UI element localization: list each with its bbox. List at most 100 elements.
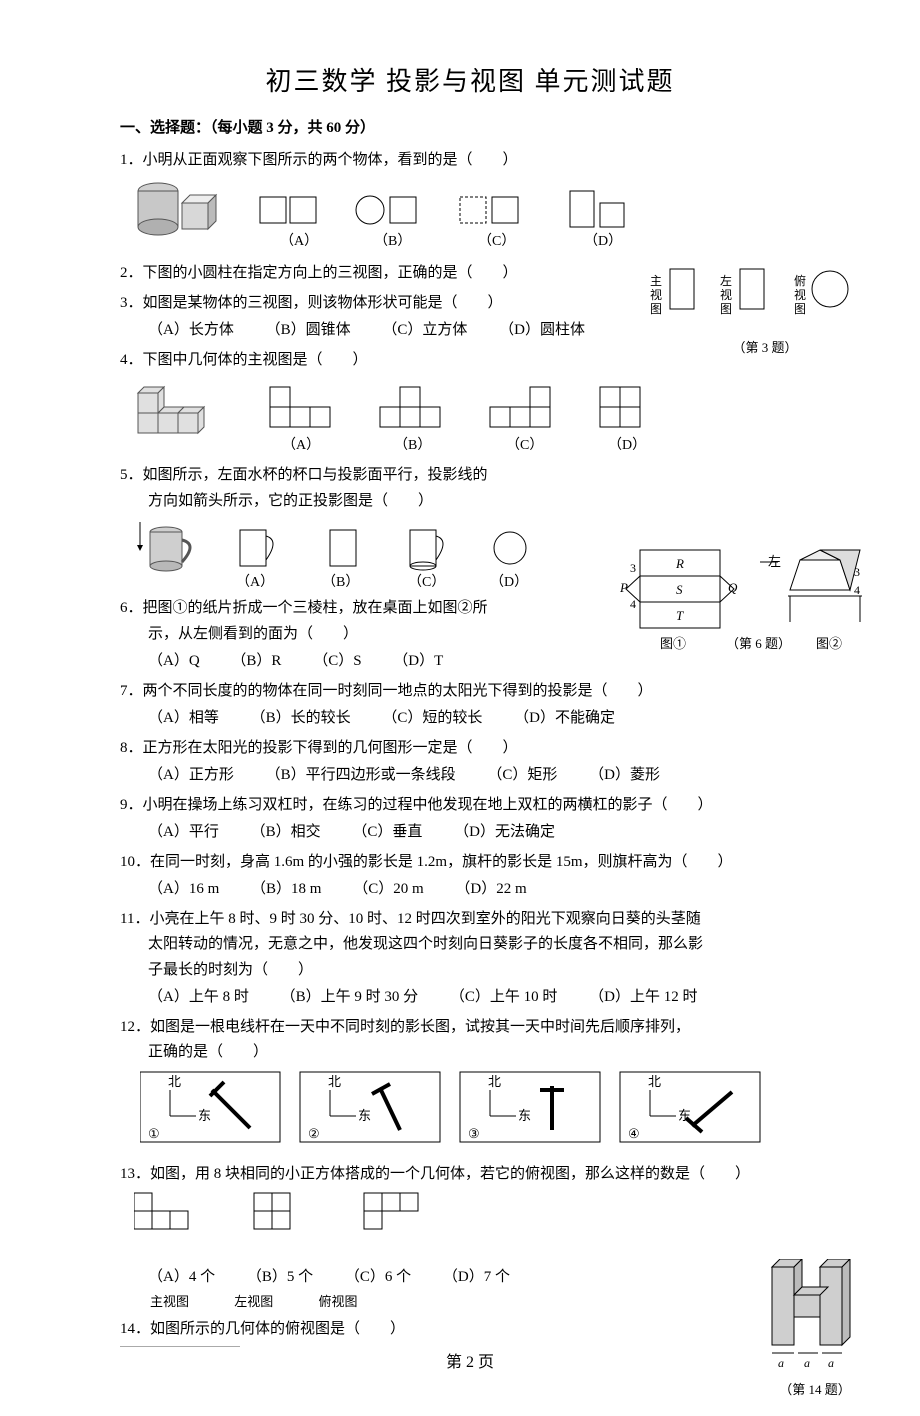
q7-opt-a: （A）相等 <box>148 710 219 726</box>
svg-text:东: 东 <box>358 1108 371 1123</box>
q12-text-b: 正确的是（ ） <box>148 1040 820 1066</box>
svg-text:东: 东 <box>198 1108 211 1123</box>
svg-text:（D）: （D） <box>608 437 646 453</box>
q13-opt-c: （C）6 个 <box>345 1269 411 1285</box>
svg-text:（C）: （C） <box>408 574 445 590</box>
svg-text:②: ② <box>308 1126 320 1141</box>
svg-text:a: a <box>778 1356 784 1370</box>
q1-text: 1．小明从正面观察下图所示的两个物体，看到的是（ ） <box>120 148 820 174</box>
svg-text:a: a <box>804 1356 810 1370</box>
q13-opt-b: （B）5 个 <box>247 1269 313 1285</box>
q13-label-fu: 俯视图 <box>319 1294 358 1309</box>
q9-opt-d: （D）无法确定 <box>454 824 555 840</box>
q10-opt-a: （A）16 m <box>148 881 219 897</box>
svg-text:北: 北 <box>488 1074 501 1089</box>
q4-text: 4．下图中几何体的主视图是（ ） <box>120 348 820 374</box>
q7-opt-d: （D）不能确定 <box>514 710 615 726</box>
q8-opt-c: （C）矩形 <box>487 767 557 783</box>
q11-text-b: 太阳转动的情况，无意之中，他发现这四个时刻向日葵影子的长度各不相同，那么影 <box>148 932 820 958</box>
q8-opt-a: （A）正方形 <box>148 767 234 783</box>
svg-text:北: 北 <box>168 1074 181 1089</box>
svg-text:3: 3 <box>854 565 860 579</box>
footer-divider <box>120 1346 240 1347</box>
svg-text:（B）: （B） <box>374 233 411 249</box>
q5-figure: （A） （B） （C） （D） <box>130 514 650 592</box>
svg-text:T: T <box>676 608 684 623</box>
question-14: 14．如图所示的几何体的俯视图是（ ） a a a （第 14 题） <box>120 1317 820 1343</box>
question-4: 4．下图中几何体的主视图是（ ） <box>120 348 820 460</box>
svg-text:4: 4 <box>630 597 636 611</box>
svg-text:图: 图 <box>650 302 662 316</box>
q11-opt-d: （D）上午 12 时 <box>589 989 697 1005</box>
q11-opt-a: （A）上午 8 时 <box>148 989 249 1005</box>
question-12: 12．如图是一根电线杆在一天中不同时刻的影长图，试按其一天中时间先后顺序排列， … <box>120 1015 820 1158</box>
q13-label-zhu: 主视图 <box>150 1294 189 1309</box>
svg-text:图: 图 <box>794 302 806 316</box>
q3-opt-c: （C）立方体 <box>382 322 467 338</box>
question-1: 1．小明从正面观察下图所示的两个物体，看到的是（ ） （A） <box>120 148 820 258</box>
svg-text:（B）: （B） <box>394 437 431 453</box>
q8-text: 8．正方形在太阳光的投影下得到的几何图形一定是（ ） <box>120 736 820 762</box>
q9-opt-b: （B）相交 <box>251 824 321 840</box>
q8-opt-b: （B）平行四边形或一条线段 <box>266 767 456 783</box>
q10-opt-b: （B）18 m <box>251 881 321 897</box>
q14-text: 14．如图所示的几何体的俯视图是（ ） <box>120 1317 820 1343</box>
q9-opt-c: （C）垂直 <box>352 824 422 840</box>
question-6: 6．把图①的纸片折成一个三棱柱，放在桌面上如图②所 示，从左侧看到的面为（ ） … <box>120 596 820 675</box>
q5-text-a: 5．如图所示，左面水杯的杯口与投影面平行，投影线的 <box>120 463 820 489</box>
q11-text-c: 子最长的时刻为（ ） <box>148 958 820 984</box>
svg-text:（D）: （D） <box>490 574 528 590</box>
q13-label-zuo: 左视图 <box>234 1294 273 1309</box>
q7-opt-c: （C）短的较长 <box>382 710 482 726</box>
q10-text: 10．在同一时刻，身高 1.6m 的小强的影长是 1.2m，旗杆的影长是 15m… <box>120 850 820 876</box>
svg-text:（A）: （A） <box>282 437 320 453</box>
svg-text:北: 北 <box>648 1074 661 1089</box>
page-title: 初三数学 投影与视图 单元测试题 <box>120 60 820 104</box>
svg-text:东: 东 <box>518 1108 531 1123</box>
q6-opt-d: （D）T <box>393 653 443 669</box>
page-number: 第 2 页 <box>120 1349 820 1376</box>
q10-opt-d: （D）22 m <box>455 881 526 897</box>
svg-text:③: ③ <box>468 1126 480 1141</box>
section-header: 一、选择题：（每小题 3 分，共 60 分） <box>120 116 820 142</box>
question-3: 3．如图是某物体的三视图，则该物体形状可能是（ ） （A）长方体 （B）圆锥体 … <box>120 291 820 344</box>
q14-figure: a a a （第 14 题） <box>760 1259 870 1401</box>
q5-text-b: 方向如箭头所示，它的正投影图是（ ） <box>148 489 820 515</box>
svg-text:a: a <box>828 1356 834 1370</box>
svg-text:3: 3 <box>630 561 636 575</box>
question-8: 8．正方形在太阳光的投影下得到的几何图形一定是（ ） （A）正方形 （B）平行四… <box>120 736 820 789</box>
svg-text:（A）: （A） <box>280 233 318 249</box>
q14-ref: （第 14 题） <box>760 1379 870 1401</box>
q8-opt-d: （D）菱形 <box>589 767 660 783</box>
q7-opt-b: （B）长的较长 <box>251 710 351 726</box>
svg-text:视: 视 <box>794 287 806 302</box>
q6-opt-c: （C）S <box>313 653 361 669</box>
q1-figure: （A） （B） （C） （D） <box>130 173 810 257</box>
question-9: 9．小明在操场上练习双杠时，在练习的过程中他发现在地上双杠的两横杠的影子（ ） … <box>120 793 820 846</box>
q11-text-a: 11．小亮在上午 8 时、9 时 30 分、10 时、12 时四次到室外的阳光下… <box>120 907 820 933</box>
svg-text:4: 4 <box>854 583 860 597</box>
q13-opt-d: （D）7 个 <box>443 1269 510 1285</box>
svg-text:（C）: （C） <box>478 233 515 249</box>
q13-text: 13．如图，用 8 块相同的小正方体搭成的一个几何体，若它的俯视图，那么这样的数… <box>120 1162 820 1188</box>
svg-text:视: 视 <box>650 287 662 302</box>
q9-opt-a: （A）平行 <box>148 824 219 840</box>
q6-opt-b: （B）R <box>231 653 281 669</box>
svg-text:①: ① <box>148 1126 160 1141</box>
svg-text:P: P <box>620 580 628 595</box>
q4-figure: （A） （B） （C） （D） <box>130 373 750 459</box>
svg-text:（D）: （D） <box>584 233 622 249</box>
svg-text:（C）: （C） <box>506 437 543 453</box>
q11-opt-b: （B）上午 9 时 30 分 <box>281 989 419 1005</box>
q12-text-a: 12．如图是一根电线杆在一天中不同时刻的影长图，试按其一天中时间先后顺序排列， <box>120 1015 820 1041</box>
svg-text:④: ④ <box>628 1126 640 1141</box>
svg-text:图: 图 <box>720 302 732 316</box>
q3-label-zhu: 主 <box>650 274 662 288</box>
svg-text:S: S <box>676 582 683 597</box>
svg-text:视: 视 <box>720 287 732 302</box>
question-13: 13．如图，用 8 块相同的小正方体搭成的一个几何体，若它的俯视图，那么这样的数… <box>120 1162 820 1313</box>
svg-text:（B）: （B） <box>322 574 359 590</box>
svg-text:左: 左 <box>720 273 732 288</box>
q3-opt-d: （D）圆柱体 <box>499 322 585 338</box>
question-10: 10．在同一时刻，身高 1.6m 的小强的影长是 1.2m，旗杆的影长是 15m… <box>120 850 820 903</box>
